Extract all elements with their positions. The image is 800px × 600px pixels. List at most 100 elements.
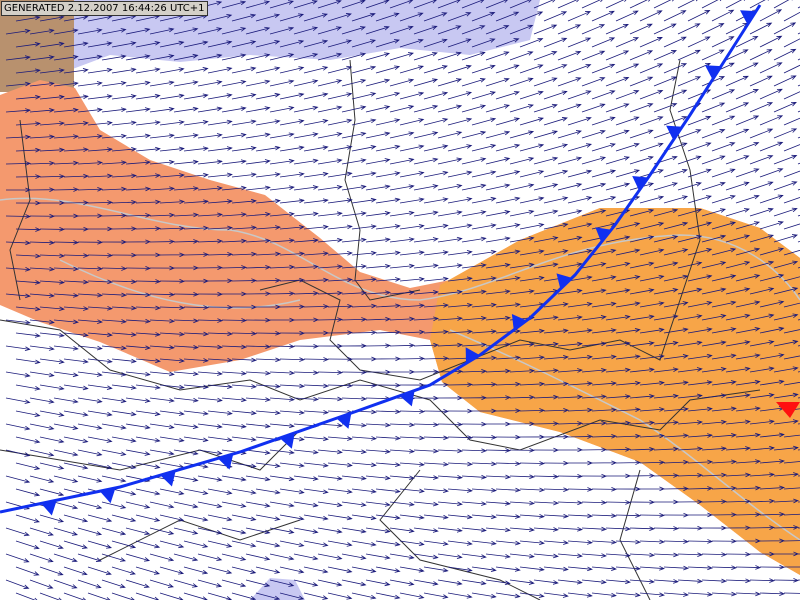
wind-arrow — [317, 449, 343, 455]
wind-arrow — [327, 383, 354, 388]
wind-arrow — [135, 332, 161, 337]
wind-arrow — [269, 79, 295, 87]
wind-arrow — [581, 500, 608, 505]
wind-arrow — [677, 340, 703, 347]
wind-arrow — [663, 486, 690, 491]
wind-arrow — [471, 38, 496, 48]
precip-area-blue — [70, 0, 540, 70]
wind-arrow — [413, 263, 439, 269]
wind-arrow — [629, 579, 655, 584]
wind-arrow — [135, 41, 161, 48]
wind-arrow — [399, 118, 425, 126]
wind-arrow — [437, 25, 462, 35]
wind-arrow — [221, 318, 248, 323]
wind-arrow — [399, 65, 425, 74]
wind-arrow — [471, 514, 497, 520]
wind-arrow — [783, 592, 800, 594]
wind-arrow — [567, 90, 592, 100]
wind-arrow — [269, 317, 296, 323]
wind-arrow — [413, 25, 438, 35]
wind-arrow — [29, 293, 55, 298]
wind-arrow — [135, 514, 161, 522]
wind-arrow — [149, 579, 174, 588]
wind-arrow — [293, 579, 319, 587]
wind-arrow — [759, 88, 783, 100]
wind-arrow — [255, 92, 281, 100]
wind-arrow — [5, 319, 31, 325]
wind-arrow — [135, 566, 161, 575]
wind-arrow — [269, 370, 295, 376]
wind-arrow — [149, 54, 175, 61]
wind-arrow — [293, 264, 319, 270]
wind-arrow — [423, 540, 449, 546]
wind-arrow — [711, 300, 737, 308]
wind-arrow — [255, 488, 281, 495]
wind-arrow — [437, 51, 462, 61]
wind-arrow — [341, 52, 367, 61]
wind-arrow — [783, 355, 800, 360]
wind-arrow — [437, 579, 463, 586]
wind-arrow — [221, 553, 247, 561]
wind-arrow — [255, 514, 281, 521]
wind-arrow — [293, 238, 319, 243]
wind-arrow — [63, 279, 89, 285]
wind-arrow — [485, 130, 511, 139]
wind-arrow — [317, 132, 343, 139]
wind-arrow — [735, 62, 759, 74]
wind-arrow — [53, 579, 78, 589]
wind-arrow — [389, 448, 415, 454]
wind-arrow — [15, 227, 42, 232]
wind-arrow — [77, 397, 103, 404]
wind-arrow — [149, 501, 175, 509]
wind-arrow — [783, 276, 800, 282]
wind-arrow — [557, 315, 583, 321]
wind-arrow — [759, 432, 785, 438]
wind-arrow — [245, 185, 271, 191]
wind-arrow — [183, 172, 209, 178]
wind-arrow — [173, 318, 200, 324]
wind-arrow — [53, 54, 79, 61]
wind-arrow — [111, 305, 137, 311]
wind-arrow — [605, 0, 627, 9]
wind-arrow — [29, 134, 55, 140]
wind-arrow — [183, 146, 209, 152]
wind-arrow — [279, 462, 305, 468]
wind-arrow — [183, 384, 209, 390]
wind-arrow — [533, 0, 556, 9]
wind-arrow — [701, 129, 726, 139]
wind-arrow — [567, 116, 592, 126]
wind-arrow — [495, 487, 521, 493]
wind-arrow — [5, 28, 31, 35]
wind-arrow — [255, 410, 281, 416]
wind-arrow — [365, 211, 391, 217]
wind-arrow — [663, 433, 689, 439]
wind-arrow — [735, 591, 762, 597]
wind-arrow — [87, 41, 113, 48]
wind-arrow — [725, 75, 749, 87]
border — [99, 519, 301, 561]
wind-arrow — [245, 212, 271, 217]
wind-arrow — [317, 0, 342, 9]
wind-arrow — [663, 301, 689, 308]
wind-arrow — [63, 410, 89, 417]
wind-arrow — [543, 566, 569, 572]
wind-arrow — [389, 527, 415, 533]
wind-arrow — [15, 121, 41, 126]
wind-arrow — [677, 446, 703, 452]
wind-arrow — [495, 38, 520, 48]
front-tooth — [740, 10, 757, 25]
wind-arrow — [677, 314, 703, 321]
wind-arrow — [423, 117, 449, 126]
wind-arrow — [173, 423, 199, 429]
wind-arrow — [207, 13, 233, 22]
wind-arrow — [519, 143, 545, 152]
wind-arrow — [591, 63, 616, 74]
wind-arrow — [591, 143, 616, 152]
wind-arrow — [77, 579, 102, 589]
wind-arrow — [495, 328, 521, 334]
wind-arrow — [255, 145, 281, 152]
wind-arrow — [735, 485, 761, 491]
wind-arrow — [423, 592, 449, 599]
wind-arrow — [759, 141, 784, 152]
wind-arrow — [615, 327, 641, 334]
